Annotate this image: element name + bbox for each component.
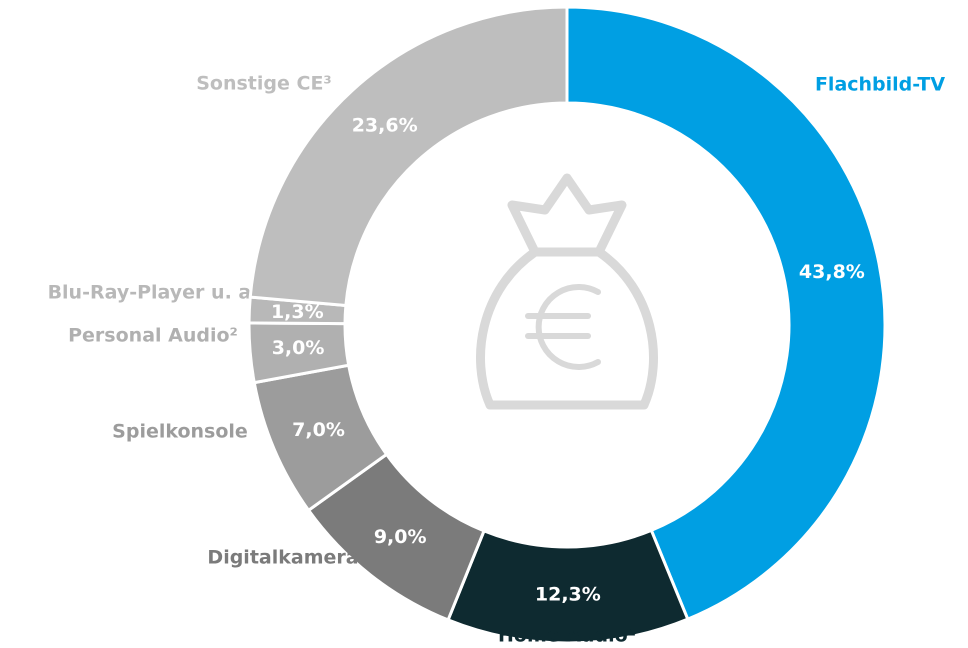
category-label: Sonstige CE³ [196, 73, 332, 95]
category-label: Personal Audio² [68, 325, 238, 347]
value-label: 23,6% [352, 114, 418, 136]
category-label: Blu-Ray-Player u. a. [48, 282, 259, 304]
category-label: Spielkonsole [112, 421, 248, 443]
value-label: 12,3% [535, 583, 601, 605]
value-label: 43,8% [799, 261, 865, 283]
value-label: 3,0% [272, 337, 325, 359]
value-label: 7,0% [292, 419, 345, 441]
value-label: 9,0% [374, 526, 427, 548]
money-bag-icon [476, 173, 658, 410]
donut-slice [248, 5, 569, 308]
category-label: Flachbild-TV [815, 74, 945, 96]
category-label: Digitalkamera [207, 547, 358, 569]
category-label: Home Audio¹ [498, 625, 636, 647]
donut-slice [565, 5, 887, 622]
value-label: 1,3% [271, 301, 324, 323]
